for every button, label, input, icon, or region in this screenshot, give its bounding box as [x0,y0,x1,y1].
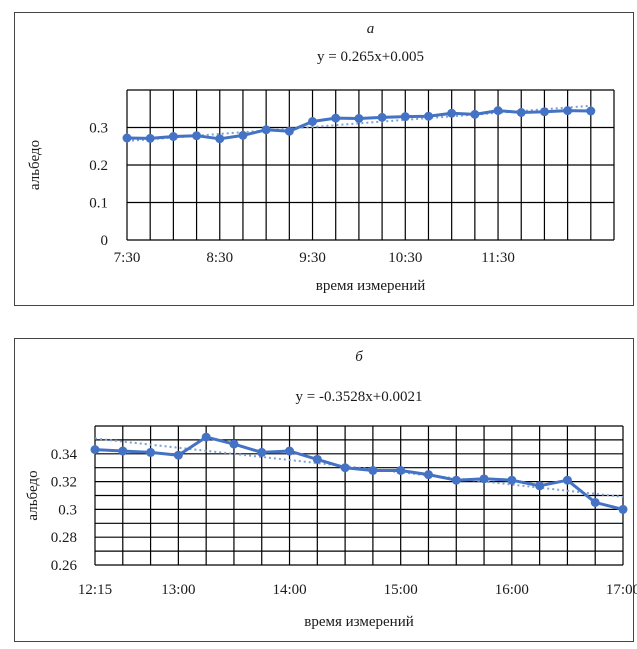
data-point [470,109,480,119]
chart-b-svg: б y = -0.3528x+0.0021 0.26 0.28 0.3 0.32 0.34 1… [25,349,637,630]
data-point [285,446,295,456]
y-tick-label: 0.3 [89,121,108,137]
data-point [493,106,503,116]
data-point [423,111,433,121]
data-point [507,475,517,485]
data-point [229,439,239,449]
x-tick-label: 16:00 [495,582,529,598]
data-point [145,133,155,143]
y-tick-label: 0.1 [89,196,108,212]
x-tick-label: 7:30 [114,250,141,266]
data-point [238,130,248,140]
x-tick-label: 15:00 [384,582,418,598]
data-point [118,446,128,456]
data-point [516,108,526,117]
y-tick-label: 0.32 [51,475,77,491]
data-point [423,470,433,480]
data-point [146,447,156,457]
data-point [354,114,364,123]
y-tick-label: 0.2 [89,158,108,174]
chart-a-svg: а y = 0.265x+0.005 0 0.1 0.2 0.3 7:30 8:30 9:30 1… [27,21,615,294]
x-tick-label: 17:00 [606,582,637,598]
data-point [257,447,267,457]
y-tick-label: 0 [101,233,109,249]
data-point [331,113,341,123]
trend-equation: y = 0.265x+0.005 [317,49,424,65]
data-point [215,134,225,144]
data-point [562,475,572,485]
x-tick-label: 13:00 [161,582,195,598]
x-tick-label: 9:30 [299,250,326,266]
data-point [618,504,628,514]
data-point [90,445,100,455]
y-tick-label: 0.26 [51,558,78,574]
panel-label: а [367,21,375,37]
x-tick-label: 12:15 [78,582,112,598]
y-tick-label: 0.34 [51,447,78,463]
data-point [590,497,600,507]
x-tick-label: 11:30 [481,250,515,266]
data-point [368,465,378,475]
data-point [396,465,406,475]
x-tick-label: 10:30 [388,250,422,266]
y-axis-label: альбедо [27,140,43,190]
chart-panel-a: а y = 0.265x+0.005 0 0.1 0.2 0.3 7:30 8:30 9:30 1… [14,12,634,306]
x-axis-label: время измерений [304,614,414,630]
data-point [308,117,318,126]
data-point [539,107,549,117]
x-tick-label: 8:30 [206,250,233,266]
y-tick-label: 0.3 [58,502,77,518]
trend-equation: y = -0.3528x+0.0021 [296,389,423,405]
x-tick-label: 14:00 [272,582,306,598]
panel-label: б [355,349,363,365]
data-point [201,432,211,442]
x-axis-label: время измерений [316,278,426,294]
y-axis-label: альбедо [25,470,41,520]
data-point [400,112,410,122]
data-point [479,474,489,484]
data-point [122,133,132,143]
data-point [173,450,183,460]
data-point [168,132,178,141]
data-point [284,126,294,136]
data-point [563,106,573,116]
data-point [447,108,457,118]
data-point [261,125,271,135]
data-point [586,106,596,116]
data-point [377,112,387,122]
series-line [94,435,624,511]
data-point [192,131,202,141]
data-point [340,463,350,473]
data-point [535,481,545,491]
data-point [451,475,461,485]
chart-panel-b: б y = -0.3528x+0.0021 0.26 0.28 0.3 0.32 0.34 1… [14,338,637,642]
y-tick-label: 0.28 [51,530,77,546]
data-point [312,454,322,464]
